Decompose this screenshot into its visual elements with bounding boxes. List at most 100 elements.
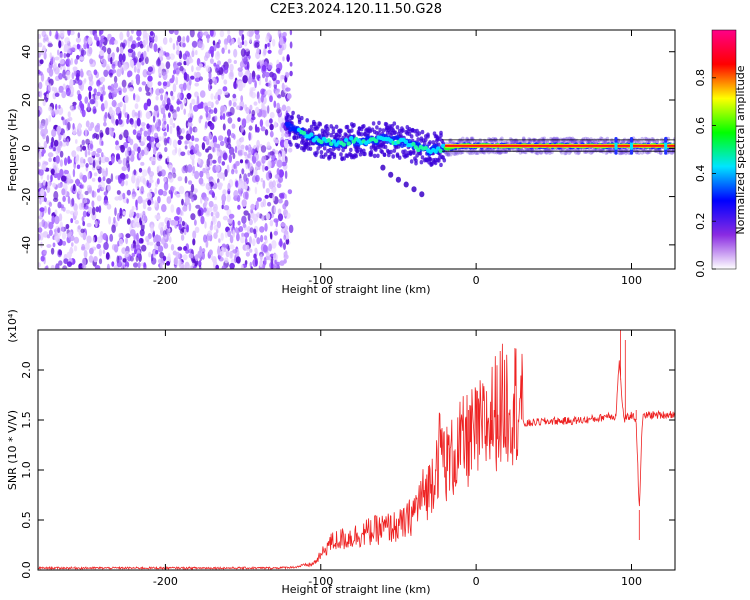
noise-speckle: [165, 261, 171, 266]
noise-speckle: [246, 61, 250, 71]
noise-speckle: [175, 49, 180, 56]
noise-speckle: [131, 174, 136, 184]
noise-speckle: [170, 204, 175, 213]
signal-halo: [504, 149, 509, 154]
noise-speckle: [116, 260, 122, 268]
noise-speckle: [124, 261, 130, 268]
noise-speckle: [137, 110, 141, 119]
x-tick-label: 100: [621, 274, 642, 287]
noise-speckle: [136, 117, 141, 127]
noise-speckle: [221, 193, 227, 203]
noise-speckle: [83, 36, 87, 46]
noise-speckle: [248, 125, 253, 131]
noise-speckle: [278, 169, 285, 178]
noise-speckle: [188, 202, 192, 212]
y-tick-label: 20: [20, 93, 33, 107]
noise-speckle: [42, 128, 49, 135]
noise-speckle: [286, 56, 291, 61]
secondary-trace-point: [419, 191, 425, 198]
noise-speckle: [109, 233, 114, 242]
noise-speckle: [146, 192, 153, 199]
noise-speckle: [196, 95, 200, 105]
noise-speckle: [289, 61, 293, 67]
signal-halo: [305, 118, 310, 123]
noise-speckle: [85, 242, 90, 251]
signal-halo: [620, 139, 625, 144]
noise-speckle: [135, 255, 139, 262]
noise-speckle: [88, 255, 94, 263]
noise-speckle: [227, 58, 232, 64]
noise-speckle: [189, 108, 194, 117]
noise-speckle: [99, 129, 104, 139]
noise-speckle: [285, 212, 291, 219]
noise-speckle: [84, 190, 89, 196]
noise-speckle: [73, 245, 78, 252]
spectrogram-x-ticks: -200 -100 0 100: [153, 30, 642, 287]
noise-speckle: [96, 243, 101, 249]
noise-speckle: [131, 252, 136, 257]
noise-speckle: [187, 164, 193, 173]
noise-speckle: [211, 215, 216, 223]
noise-speckle: [258, 78, 262, 86]
signal-disturbance: [629, 149, 634, 153]
noise-speckle: [148, 171, 155, 177]
noise-speckle: [226, 193, 231, 203]
noise-speckle: [209, 78, 213, 85]
noise-speckle: [85, 120, 90, 128]
noise-speckle: [89, 30, 94, 35]
noise-speckle: [268, 181, 274, 190]
noise-speckle: [178, 185, 185, 195]
signal-halo: [476, 150, 480, 155]
noise-speckle: [256, 145, 260, 152]
noise-speckle: [224, 136, 228, 144]
noise-speckle: [140, 238, 144, 244]
noise-speckle: [217, 94, 221, 101]
noise-speckle: [118, 238, 124, 246]
noise-speckle: [262, 198, 267, 207]
noise-speckle: [48, 229, 53, 236]
signal-disturbance: [614, 141, 618, 146]
noise-speckle: [111, 261, 115, 267]
noise-speckle: [97, 164, 100, 170]
noise-speckle: [162, 71, 168, 81]
noise-speckle: [266, 256, 272, 261]
noise-speckle: [263, 235, 268, 241]
noise-speckle: [125, 180, 128, 186]
noise-speckle: [247, 172, 251, 177]
noise-speckle: [76, 43, 81, 50]
noise-speckle: [77, 79, 83, 86]
noise-speckle: [284, 131, 289, 138]
noise-speckle: [155, 214, 161, 220]
noise-speckle: [225, 142, 228, 149]
noise-speckle: [263, 155, 267, 162]
noise-speckle: [145, 36, 149, 46]
noise-speckle: [273, 205, 277, 214]
noise-speckle: [165, 104, 170, 111]
noise-speckle: [195, 50, 198, 56]
noise-speckle: [86, 48, 92, 57]
noise-speckle: [179, 228, 184, 234]
signal-core: [309, 132, 314, 137]
noise-speckle: [104, 156, 110, 163]
noise-speckle: [281, 161, 287, 167]
noise-speckle: [114, 207, 117, 217]
noise-speckle: [206, 210, 210, 216]
noise-speckle: [264, 194, 269, 199]
signal-halo: [646, 149, 651, 154]
noise-speckle: [123, 103, 127, 111]
signal-halo: [409, 159, 414, 164]
noise-speckle: [136, 36, 141, 41]
noise-speckle: [57, 172, 61, 181]
signal-halo: [375, 125, 379, 130]
noise-speckle: [163, 51, 167, 56]
noise-speckle: [113, 75, 118, 83]
noise-speckle: [146, 135, 151, 141]
noise-speckle: [229, 70, 234, 78]
signal-halo: [349, 147, 353, 153]
noise-speckle: [161, 100, 166, 107]
noise-speckle: [97, 85, 101, 93]
noise-speckle: [247, 76, 253, 85]
noise-speckle: [100, 86, 103, 92]
noise-speckle: [93, 69, 98, 76]
noise-speckle: [82, 210, 87, 218]
